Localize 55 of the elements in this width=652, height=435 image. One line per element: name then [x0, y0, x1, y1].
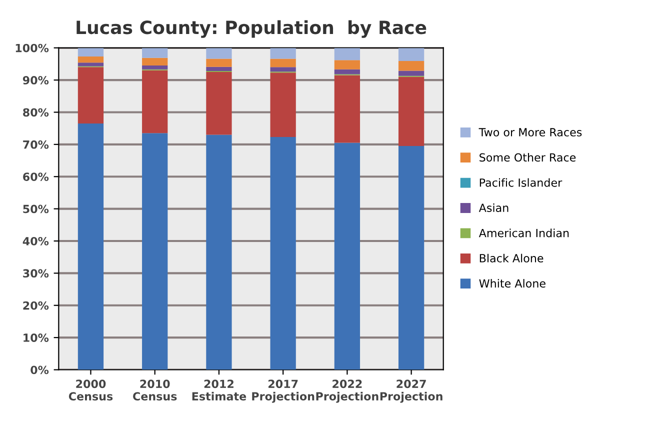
bar	[142, 48, 168, 58]
bar	[270, 72, 296, 138]
bar	[206, 48, 232, 59]
bar	[206, 66, 232, 72]
bar	[142, 70, 168, 134]
y-tick-label: 100%	[16, 44, 49, 52]
y-tick-label: 20%	[23, 301, 49, 310]
bar	[334, 142, 360, 370]
bar	[270, 58, 296, 68]
bar	[206, 72, 232, 135]
bar	[398, 76, 424, 146]
legend-label: Black Alone	[480, 254, 544, 262]
x-tick-label: 2027 Projection	[380, 380, 442, 403]
legend-label: Asian	[478, 203, 508, 212]
bar	[78, 62, 104, 66]
bar	[142, 58, 168, 66]
legend-label: Some Other Race	[480, 153, 576, 162]
legend-label: American Indian	[478, 228, 569, 238]
bar	[270, 67, 296, 72]
chart-title: Lucas County: Population by Race	[76, 20, 426, 38]
y-tick-label: 70%	[23, 140, 49, 149]
bar	[142, 66, 168, 70]
bar	[398, 70, 424, 76]
bar	[78, 48, 104, 57]
x-tick-label: 2017 Projection	[252, 380, 314, 403]
y-tick-label: 40%	[22, 236, 49, 246]
legend-label: Two or More Races	[478, 128, 582, 136]
bar	[270, 137, 296, 370]
bar	[206, 58, 232, 67]
bar	[270, 48, 296, 59]
bar	[78, 56, 104, 63]
y-tick-label: 60%	[23, 172, 49, 181]
legend-label: Pacific Islander	[480, 178, 562, 187]
bar	[334, 75, 360, 143]
x-tick-label: 2010 Census	[133, 380, 177, 401]
legend-label: White Alone	[479, 279, 546, 288]
bar	[206, 134, 232, 370]
y-tick-label: 90%	[22, 76, 49, 84]
bar	[398, 48, 424, 62]
bar	[398, 61, 424, 71]
y-tick-label: 10%	[24, 334, 49, 342]
bar	[78, 67, 104, 124]
x-tick-label: 2022 Projection	[316, 380, 378, 403]
bar	[142, 133, 168, 370]
bar	[334, 69, 360, 74]
bar	[334, 60, 360, 70]
bar	[334, 48, 360, 60]
y-tick-label: 30%	[23, 269, 49, 278]
y-tick-label: 80%	[23, 108, 49, 117]
y-tick-label: 0%	[30, 366, 49, 374]
bar	[398, 146, 424, 370]
x-tick-label: 2000 Census	[68, 380, 113, 401]
x-tick-label: 2012 Estimate	[192, 380, 246, 401]
bar	[78, 123, 104, 370]
y-tick-label: 50%	[23, 204, 49, 214]
